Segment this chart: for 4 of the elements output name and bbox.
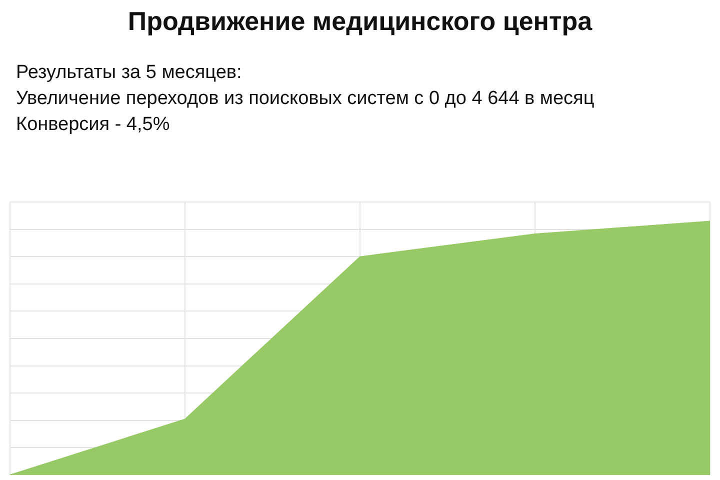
text: Результаты за 5 месяцев: (16, 61, 243, 85)
text: Конверсия - 4,5% (16, 113, 171, 137)
chart-title: Продвижение медицинского центра (126, 6, 594, 37)
text: Увеличение переходов из поисковых систем с 0 до 4 644 в месяц (16, 87, 594, 111)
